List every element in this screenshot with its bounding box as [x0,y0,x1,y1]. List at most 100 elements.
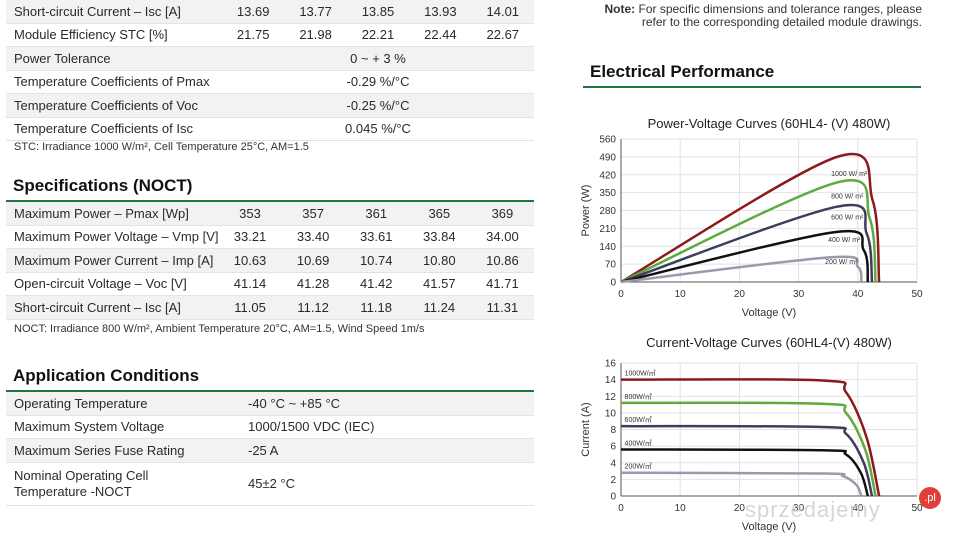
chart-title: Power-Voltage Curves (60HL4- (V) 480W) [648,116,891,131]
row-value: 10.80 [407,248,471,273]
x-tick-label: 10 [675,289,687,300]
row-value: -0.29 %/°C [222,70,534,94]
series-line [620,152,881,284]
series-line [620,378,881,497]
series-label: 600W/㎡ [625,416,652,424]
noct-row: Open-circuit Voltage – Voc [V] 41.14 41.28… [6,272,534,296]
app-table: Operating Temperature -40 °C ~ +85 °C Maxi… [6,392,534,506]
row-label: Maximum Power Voltage – Vmp [V] [6,225,219,249]
watermark: sprzedajemy [745,497,881,522]
stc-row: Temperature Coefficients of Pmax -0.29 %/… [6,70,534,94]
y-tick-label: 490 [599,152,616,163]
stc-row: Short-circuit Current – Isc [A] 13.69 13.7… [6,0,534,24]
row-value: 41.28 [281,272,345,296]
row-label: Nominal Operating Cell Temperature -NOCT [6,462,242,506]
row-value: 13.69 [222,0,285,24]
app-row: Operating Temperature -40 °C ~ +85 °C [6,392,534,416]
stc-row: Module Efficiency STC [%] 21.75 21.98 22.21… [6,23,534,47]
noct-row: Short-circuit Current – Isc [A] 11.05 11.1… [6,295,534,320]
y-tick-label: 10 [605,408,617,419]
note-bold: Note: [604,2,636,16]
series-label: 200 W/ m² [825,259,858,266]
row-value: 0.045 %/°C [222,117,534,141]
row-value: 22.21 [346,23,410,47]
series-line [620,471,863,497]
noct-row: Maximum Power Current – Imp [A] 10.63 10.6… [6,248,534,273]
row-value: 11.31 [470,295,534,320]
app-row: Maximum Series Fuse Rating -25 A [6,438,534,463]
row-value: 22.44 [409,23,472,47]
y-tick-label: 70 [605,260,617,271]
row-label: Open-circuit Voltage – Voc [V] [6,272,219,296]
x-tick-label: 40 [852,503,864,514]
row-value: 14.01 [471,0,534,24]
row-value: 11.24 [407,295,471,320]
row-label: Maximum System Voltage [6,415,242,439]
row-value: 1000/1500 VDC (IEC) [242,415,534,439]
row-value: 33.61 [344,225,408,249]
noct-divider [6,200,534,202]
current-voltage-chart: Current-Voltage Curves (60HL4-(V) 480W) 0… [580,335,923,533]
chart-title: Current-Voltage Curves (60HL4-(V) 480W) [646,335,892,350]
y-tick-label: 14 [605,375,617,386]
stc-table: Short-circuit Current – Isc [A] 13.69 13.7… [6,0,534,141]
row-value: 21.75 [222,23,285,47]
row-label: Maximum Power – Pmax [Wp] [6,202,219,226]
series-line [620,448,870,497]
y-tick-label: 16 [605,359,617,370]
row-value: 11.18 [344,295,408,320]
row-value: 34.00 [470,225,534,249]
x-tick-label: 0 [618,503,624,514]
series-label: 1000W/㎡ [625,370,656,378]
x-tick-label: 10 [675,503,687,514]
app-divider [6,390,534,392]
row-label-line: Nominal Operating Cell [14,467,149,483]
row-label: Short-circuit Current – Isc [A] [6,295,219,320]
noct-table: Maximum Power – Pmax [Wp] 353 357 361 365 369… [6,202,534,320]
row-value: 10.86 [470,248,534,273]
x-tick-label: 40 [852,289,864,300]
row-value: -40 °C ~ +85 °C [242,392,534,416]
row-value: -25 A [242,438,534,463]
power-voltage-chart: Power-Voltage Curves (60HL4- (V) 480W) 0 7… [580,116,923,319]
y-tick-label: 140 [599,242,616,253]
row-value: 33.21 [218,225,282,249]
y-tick-label: 2 [610,475,616,486]
y-tick-label: 0 [610,492,616,503]
row-value: 353 [218,202,282,226]
row-label: Power Tolerance [6,46,222,71]
x-axis-label: Voltage (V) [742,521,796,533]
series-line [620,401,877,497]
row-label: Maximum Series Fuse Rating [6,438,242,463]
row-value: 41.71 [470,272,534,296]
x-tick-label: 50 [911,503,923,514]
note-line2: refer to the corresponding detailed modu… [641,15,922,29]
x-tick-label: 30 [793,503,805,514]
row-label: Short-circuit Current – Isc [A] [6,0,222,24]
y-tick-label: 0 [610,278,616,289]
series-line [620,203,874,284]
row-value: -0.25 %/°C [222,93,534,118]
y-tick-label: 420 [599,170,616,181]
note: Note: For specific dimensions and tolera… [600,3,922,29]
y-tick-label: 210 [599,224,616,235]
x-axis-label: Voltage (V) [742,307,796,319]
row-value: 33.84 [407,225,471,249]
row-value: 13.93 [409,0,472,24]
y-tick-label: 4 [610,458,616,469]
noct-row: Maximum Power Voltage – Vmp [V] 33.21 33.4… [6,225,534,249]
series-label: 1000 W/ m² [831,171,868,178]
note-line1: For specific dimensions and tolerance ra… [638,2,923,16]
x-tick-label: 0 [618,289,624,300]
y-tick-label: 8 [610,425,616,436]
series-line [620,255,863,284]
app-row: Nominal Operating Cell Temperature -NOCT 4… [6,462,534,506]
series-label: 200W/㎡ [625,463,652,471]
row-value: 13.77 [284,0,347,24]
y-tick-label: 12 [605,392,617,403]
row-value: 10.69 [281,248,345,273]
row-value: 41.14 [218,272,282,296]
row-value: 0 ~ + 3 % [222,46,534,71]
y-tick-label: 560 [599,135,616,146]
row-value: 45±2 °C [242,462,534,506]
